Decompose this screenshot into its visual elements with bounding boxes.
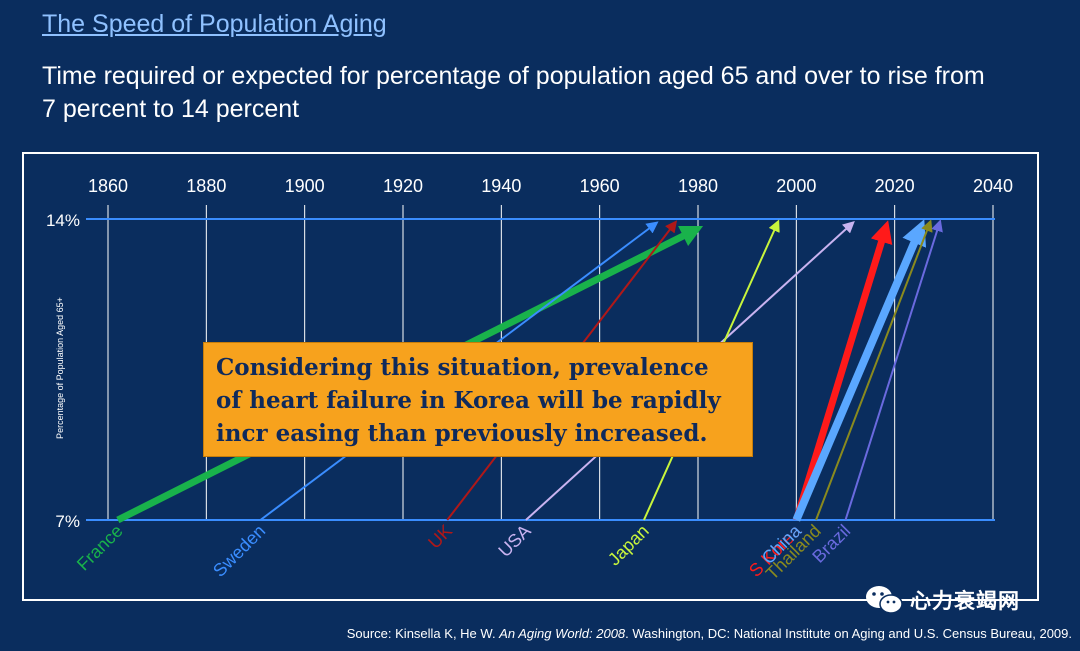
- x-tick-labels: 1860 1880 1900 1920 1940 1960 1980 2000 2020 2040: [88, 176, 1013, 196]
- source-suffix: . Washington, DC: National Institute on …: [625, 626, 1072, 641]
- y-axis-title: Percentage of Population Aged 65+: [55, 297, 65, 439]
- country-label-uk: UK: [424, 521, 456, 553]
- x-tick-label-1880: 1880: [186, 176, 226, 196]
- country-labels: France Sweden UK USA Japan S KoreaChinaThaila…: [73, 520, 854, 584]
- wechat-icon: [866, 586, 903, 614]
- arrow-china: [792, 219, 927, 522]
- x-tick-label-1960: 1960: [580, 176, 620, 196]
- source-prefix: Source: Kinsella K, He W.: [346, 626, 500, 641]
- x-tick-label-1920: 1920: [383, 176, 423, 196]
- arrow-brazil: [844, 219, 943, 521]
- plot-frame: [22, 152, 1039, 601]
- country-label-usa: USA: [494, 521, 534, 561]
- percentage-reference-lines: [86, 218, 995, 521]
- country-label-japan: Japan: [604, 521, 653, 570]
- arrow-s-korea: [792, 220, 893, 522]
- watermark-text: 心力衰竭网: [910, 589, 1020, 613]
- arrow-thailand: [815, 219, 933, 521]
- country-label-sweden: Sweden: [209, 521, 269, 581]
- y-label-14: 14%: [46, 211, 80, 230]
- watermark: 心力衰竭网: [864, 584, 1020, 616]
- chart-subtitle: Time required or expected for percentage…: [42, 62, 985, 123]
- y-label-7: 7%: [55, 512, 80, 531]
- source-title: An Aging World: 2008: [499, 626, 626, 641]
- x-tick-label-1900: 1900: [285, 176, 325, 196]
- x-tick-label-1940: 1940: [481, 176, 521, 196]
- page-title: The Speed of Population Aging: [42, 10, 387, 38]
- x-tick-label-2040: 2040: [973, 176, 1013, 196]
- x-tick-label-2000: 2000: [776, 176, 816, 196]
- x-tick-label-1860: 1860: [88, 176, 128, 196]
- source-citation: Source: Kinsella K, He W. An Aging World…: [347, 626, 1072, 641]
- country-label-france: France: [73, 521, 127, 575]
- x-tick-label-1980: 1980: [678, 176, 718, 196]
- callout-box: Considering this situation, prevalence o…: [203, 342, 753, 457]
- x-tick-label-2020: 2020: [875, 176, 915, 196]
